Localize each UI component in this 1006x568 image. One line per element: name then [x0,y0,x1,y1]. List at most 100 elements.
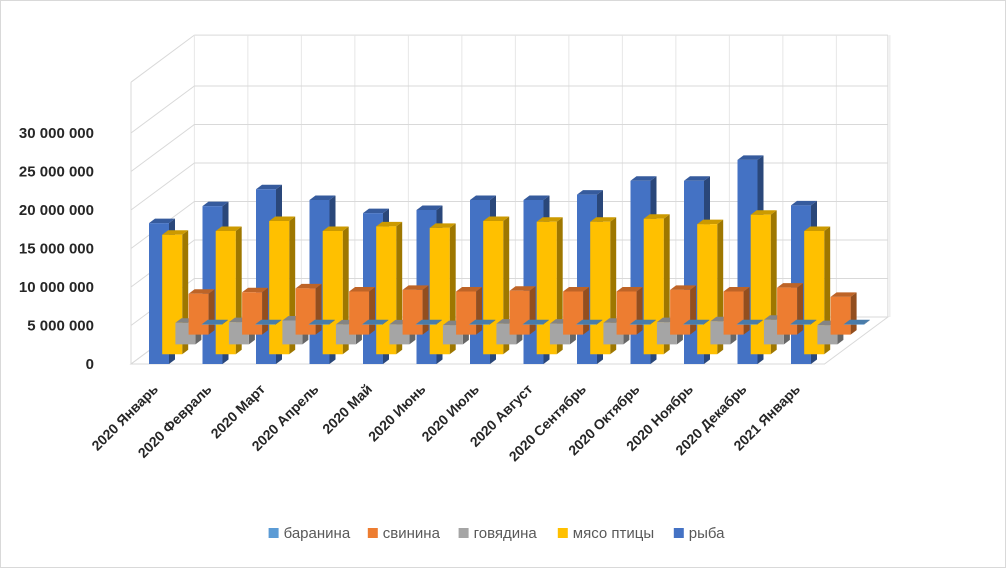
bar-свинина-2020 Сентябрь [616,287,643,335]
bar-top [670,285,697,290]
bar-top [684,176,710,181]
bar-front [576,324,597,325]
bar-top [295,283,322,289]
bar-side [262,287,269,335]
bar-front [415,324,436,325]
legend-item-баранина: баранина [268,525,351,542]
bar-top [162,230,189,235]
legend-item-свинина: свинина [367,525,441,542]
legend-swatch [557,528,568,538]
bar-баранина-2020 Октябрь [683,319,710,325]
bar-front [308,324,329,325]
gridline [130,85,888,134]
bar-top [750,210,777,215]
bar-свинина-2020 Июнь [456,287,483,335]
bar-top [201,319,228,325]
legend-swatch [673,528,684,538]
bar-top [416,205,443,210]
y-tick-label: 5 000 000 [27,318,94,335]
bar-top [804,226,831,231]
legend-item-мясо птицы: мясо птицы [557,525,654,542]
bar-top [576,319,603,325]
bar-свинина-2020 Декабрь [777,283,804,335]
bar-top [697,219,724,225]
y-tick-label: 30 000 000 [19,125,94,142]
bar-front [683,324,704,325]
bar-front [255,324,276,325]
legend-label: рыба [689,525,725,542]
bar-side [703,319,710,325]
bar-top [509,286,536,291]
bar-side [221,319,228,325]
bar-баранина-2020 Апрель [362,319,389,325]
bar-свинина-2020 Август [563,287,590,335]
bar-side [275,319,282,325]
wall-top-edge [130,34,195,83]
legend: баранина свинина говядина мясо птицы рыба [268,525,725,542]
x-tick-label: 2020 Май [319,381,375,437]
bar-front [402,289,423,335]
bar-top [309,195,336,200]
bar-top [791,200,817,206]
gridline [130,124,888,172]
bar-top [790,319,817,325]
bar-top [723,287,750,292]
bar-top [202,201,229,207]
bar-top [777,283,804,288]
bar-top [469,319,496,325]
bar-side [382,319,389,325]
bar-side [743,287,750,335]
gridline [130,162,888,211]
bar-front [616,291,637,335]
bar-top [630,176,657,181]
bar-top [577,190,603,195]
bar-side [422,285,429,335]
bar-top [149,218,175,224]
bar-front [295,288,316,335]
legend-label: свинина [383,525,441,542]
bar-top [736,319,763,325]
bar-front [723,291,744,335]
bar-баранина-2020 Март [308,319,335,325]
bar-side [863,319,870,325]
bar-top [683,319,710,325]
bar-top [523,195,550,200]
legend-swatch [268,528,279,538]
bar-top [470,195,496,200]
bar-свинина-2020 Ноябрь [723,287,750,335]
bar-side [649,319,656,325]
legend-label: мясо птицы [573,525,654,542]
y-tick-label: 15 000 000 [19,241,94,258]
bar-баранина-2020 Август [576,319,603,325]
bar-баранина-2020 Июнь [469,319,496,325]
bar-side [596,319,603,325]
bar-top [563,287,590,292]
bar-top [536,217,563,222]
bar-top [255,319,282,325]
bar-top [242,287,269,293]
bar-баранина-2020 Сентябрь [629,319,656,325]
bar-баранина-2020 Июль [522,319,549,325]
bar-top [843,319,870,325]
bar-top [402,285,429,290]
bar-top [322,226,349,231]
legend-label: баранина [284,525,351,542]
bar-top [643,214,670,219]
bar-свинина-2020 Февраль [242,287,269,335]
bar-top [362,319,389,325]
bar-side [369,287,376,335]
bar-top [522,319,549,325]
bar-front [563,291,584,335]
bar-top [415,319,442,325]
bar-top [349,287,376,292]
bar-side [435,319,442,325]
bar-баранина-2020 Май [415,319,442,325]
legend-item-говядина: говядина [458,525,537,542]
bar-front [469,324,490,325]
legend-swatch [458,528,469,538]
bar-front [242,292,263,335]
legend-swatch [367,528,378,538]
bar-side [636,287,643,335]
